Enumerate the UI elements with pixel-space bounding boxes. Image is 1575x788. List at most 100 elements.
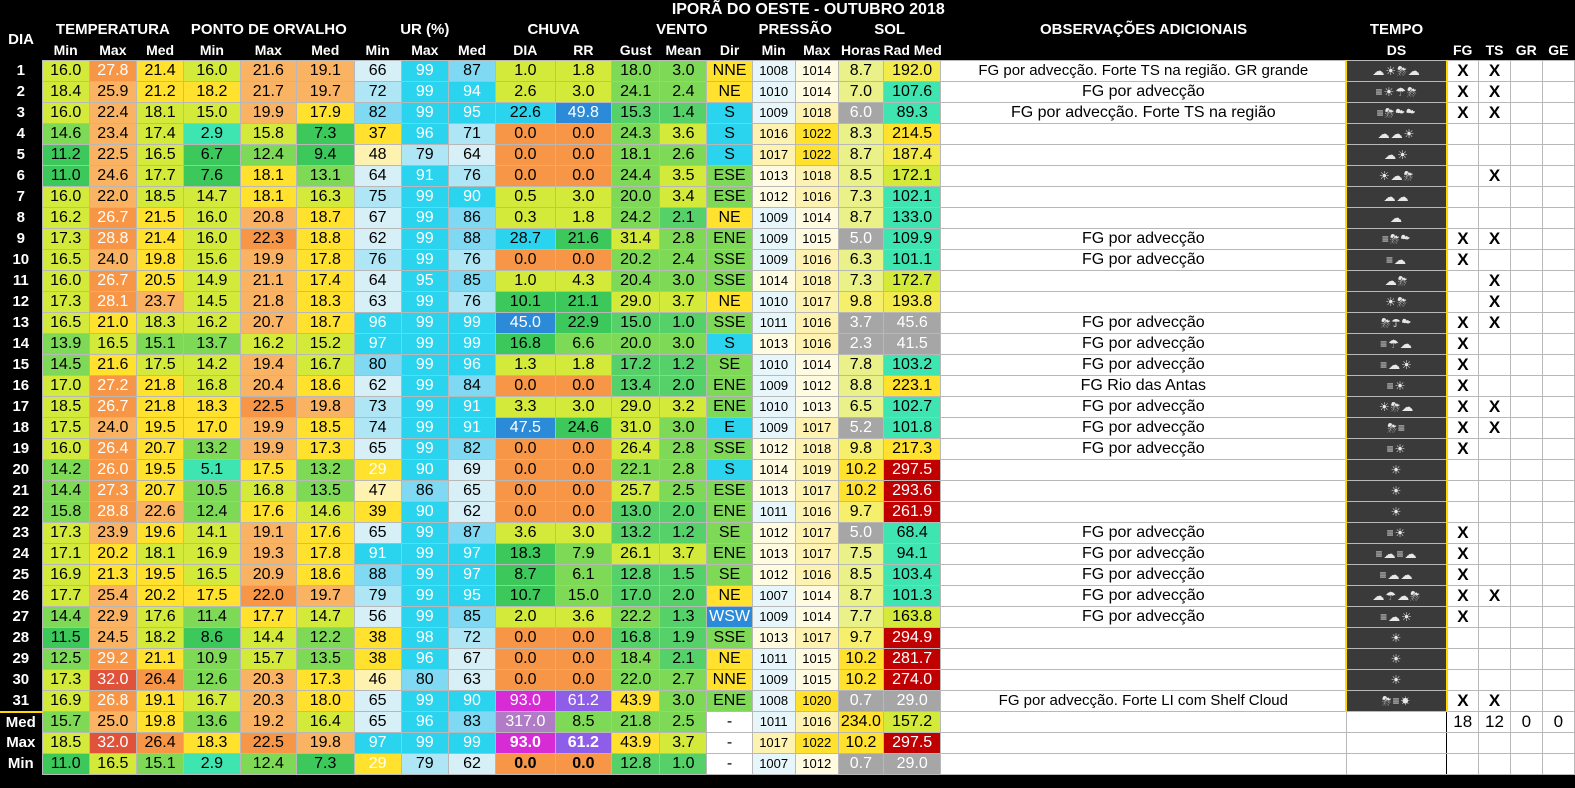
cell-vento-mean: 1.0	[659, 753, 708, 775]
cell-dew-med: 7.3	[296, 123, 355, 145]
subheader-dew-med: Med	[296, 40, 354, 61]
cell-chuva-dia: 0.0	[495, 144, 556, 166]
cell-tempo-ds: ☁☀	[1345, 144, 1448, 166]
subheader-ts: TS	[1478, 40, 1511, 61]
subheader-fg: FG	[1446, 40, 1479, 61]
cell-vento-dir: SSE	[706, 627, 753, 649]
cell-dia: 31	[0, 690, 43, 712]
cell-vento-gust: 21.8	[611, 711, 661, 733]
subheader-gr: GR	[1510, 40, 1543, 61]
cell-ts: X	[1478, 585, 1511, 607]
cell-dew-max: 12.4	[239, 753, 298, 775]
cell-ge	[1541, 585, 1575, 607]
cell-ur-max: 91	[400, 165, 449, 187]
cell-vento-gust: 26.1	[611, 543, 661, 565]
cell-ur-min: 63	[353, 291, 402, 313]
cell-ts	[1478, 459, 1511, 481]
cell-ge	[1541, 354, 1575, 376]
cell-chuva-dia: 45.0	[495, 312, 556, 334]
cell-fg: X	[1446, 585, 1480, 607]
cell-dew-med: 18.7	[296, 207, 355, 229]
cell-sol-horas: 0.7	[837, 690, 884, 712]
cell-temp-med: 19.6	[135, 522, 185, 544]
cell-ts: X	[1478, 690, 1511, 712]
cell-ur-med: 90	[447, 690, 497, 712]
cell-dia: Max	[0, 732, 43, 754]
cell-ur-max: 99	[400, 81, 449, 103]
cell-dew-min: 16.9	[183, 543, 241, 565]
cell-ur-max: 99	[400, 354, 449, 376]
cell-vento-gust: 15.0	[611, 312, 661, 334]
cell-gr	[1509, 60, 1543, 82]
cell-dew-min: 14.5	[183, 291, 241, 313]
cell-sol-rad: 103.2	[882, 354, 942, 376]
cell-chuva-dia: 3.6	[495, 522, 556, 544]
cell-temp-max: 22.0	[88, 186, 137, 208]
cell-chuva-rr: 6.6	[554, 333, 613, 355]
cell-pressao-min: 1011	[751, 501, 796, 523]
cell-vento-mean: 2.1	[659, 648, 708, 670]
cell-sol-rad: 297.5	[882, 459, 942, 481]
cell-temp-med: 19.8	[135, 711, 185, 733]
cell-sol-horas: 8.7	[837, 585, 884, 607]
cell-vento-gust: 20.0	[611, 186, 661, 208]
subheader-temp-max: Max	[89, 40, 137, 61]
cell-sol-rad: 297.5	[882, 732, 942, 754]
cell-pressao-max: 1014	[794, 606, 839, 628]
subheader-dew-min: Min	[183, 40, 241, 61]
cell-pressao-max: 1012	[794, 753, 839, 775]
cell-temp-min: 16.5	[41, 312, 90, 334]
cell-chuva-dia: 22.6	[495, 102, 556, 124]
cell-gr	[1509, 522, 1543, 544]
cell-temp-min: 14.6	[41, 123, 90, 145]
cell-chuva-rr: 4.3	[554, 270, 613, 292]
cell-ge	[1541, 396, 1575, 418]
subheader-ur-max: Max	[401, 40, 449, 61]
cell-chuva-dia: 3.3	[495, 396, 556, 418]
cell-ge	[1541, 459, 1575, 481]
cell-dew-med: 18.6	[296, 564, 355, 586]
cell-ur-min: 80	[353, 354, 402, 376]
cell-pressao-min: 1007	[751, 753, 796, 775]
cell-obs	[940, 207, 1347, 229]
cell-chuva-dia: 0.0	[495, 501, 556, 523]
cell-pressao-min: 1014	[751, 459, 796, 481]
cell-ge	[1541, 312, 1575, 334]
cell-dia: 13	[0, 312, 43, 334]
cell-ge	[1541, 186, 1575, 208]
cell-ur-med: 65	[447, 480, 497, 502]
table-row: 11 16.0 26.7 20.5 14.9 21.1 17.4 64 95 85 1.0 4.3 20…	[0, 270, 1575, 292]
cell-chuva-rr: 21.6	[554, 228, 613, 250]
cell-dew-min: 16.0	[183, 228, 241, 250]
cell-temp-min: 17.0	[41, 375, 90, 397]
cell-vento-mean: 2.4	[659, 81, 708, 103]
cell-ur-min: 91	[353, 543, 402, 565]
cell-pressao-min: 1009	[751, 249, 796, 271]
cell-ts: X	[1478, 291, 1511, 313]
cell-fg: X	[1446, 312, 1480, 334]
cell-pressao-min: 1009	[751, 102, 796, 124]
cell-ur-min: 38	[353, 648, 402, 670]
cell-temp-min: 11.2	[41, 144, 90, 166]
cell-chuva-rr: 3.0	[554, 522, 613, 544]
cell-dia: 7	[0, 186, 43, 208]
cell-pressao-max: 1017	[794, 291, 839, 313]
cell-vento-dir: SSE	[706, 438, 753, 460]
cell-fg	[1446, 144, 1480, 166]
cell-dia: 4	[0, 123, 43, 145]
cell-pressao-max: 1015	[794, 669, 839, 691]
cell-vento-gust: 20.2	[611, 249, 661, 271]
cell-fg	[1446, 501, 1480, 523]
cell-ur-max: 99	[400, 249, 449, 271]
cell-dew-med: 13.5	[296, 648, 355, 670]
table-row: 9 17.3 28.8 21.4 16.0 22.3 18.8 62 99 88 28.7 21.6 3…	[0, 228, 1575, 250]
table-row: 29 12.5 29.2 21.1 10.9 15.7 13.5 38 96 67 0.0 0.0 18…	[0, 648, 1575, 670]
cell-vento-mean: 3.7	[659, 291, 708, 313]
cell-dew-max: 17.5	[239, 459, 298, 481]
cell-ts	[1478, 480, 1511, 502]
cell-dew-min: 18.3	[183, 396, 241, 418]
cell-ur-med: 69	[447, 459, 497, 481]
cell-dew-med: 18.6	[296, 375, 355, 397]
cell-chuva-dia: 0.0	[495, 648, 556, 670]
cell-gr	[1509, 627, 1543, 649]
